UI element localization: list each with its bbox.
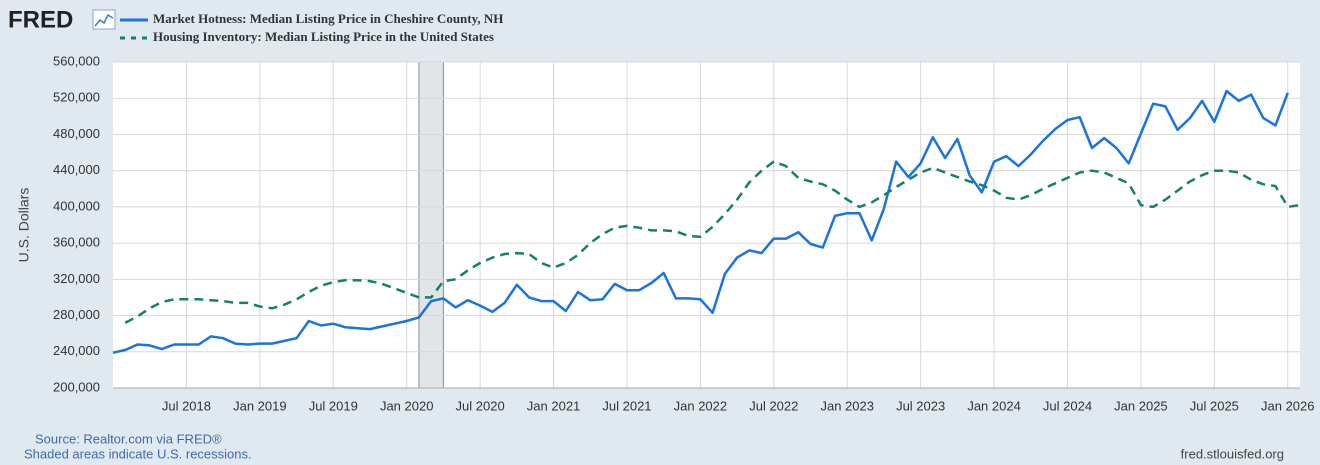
y-tick-label: 520,000	[53, 90, 100, 105]
y-tick-label: 440,000	[53, 162, 100, 177]
x-tick-label: Jan 2025	[1114, 398, 1168, 413]
x-tick-label: Jan 2026	[1261, 398, 1315, 413]
legend-label: Housing Inventory: Median Listing Price …	[153, 29, 494, 44]
x-tick-label: Jan 2024	[967, 398, 1021, 413]
series-line	[112, 89, 1289, 354]
y-tick-label: 280,000	[53, 307, 100, 322]
x-tick-label: Jul 2022	[749, 398, 798, 413]
y-tick-label: 560,000	[53, 53, 100, 68]
logo-icon	[92, 9, 116, 30]
recession-note: Shaded areas indicate U.S. recessions.	[24, 446, 252, 461]
x-tick-label: Jan 2020	[380, 398, 434, 413]
x-tick-label: Jul 2021	[602, 398, 651, 413]
y-tick-label: 240,000	[53, 343, 100, 358]
y-tick-label: 480,000	[53, 126, 100, 141]
x-tick-label: Jan 2022	[674, 398, 728, 413]
y-tick-label: 360,000	[53, 235, 100, 250]
x-tick-label: Jul 2020	[456, 398, 505, 413]
site: fred.stlouisfed.org	[1181, 446, 1284, 461]
x-tick-label: Jul 2025	[1190, 398, 1239, 413]
x-tick-label: Jan 2021	[527, 398, 581, 413]
plot-area	[113, 62, 1300, 388]
x-tick-label: Jul 2019	[309, 398, 358, 413]
x-tick-label: Jan 2019	[233, 398, 287, 413]
y-axis-label: U.S. Dollars	[16, 188, 32, 263]
legend-label: Market Hotness: Median Listing Price in …	[153, 11, 503, 26]
source: Source: Realtor.com via FRED®	[35, 431, 222, 446]
x-tick-label: Jul 2018	[162, 398, 211, 413]
x-tick-label: Jan 2023	[820, 398, 874, 413]
y-tick-label: 200,000	[53, 379, 100, 394]
y-tick-label: 320,000	[53, 271, 100, 286]
logo: FRED	[8, 6, 73, 33]
x-tick-label: Jul 2023	[896, 398, 945, 413]
x-tick-label: Jul 2024	[1043, 398, 1092, 413]
recession-band	[418, 61, 444, 389]
y-tick-label: 400,000	[53, 198, 100, 213]
